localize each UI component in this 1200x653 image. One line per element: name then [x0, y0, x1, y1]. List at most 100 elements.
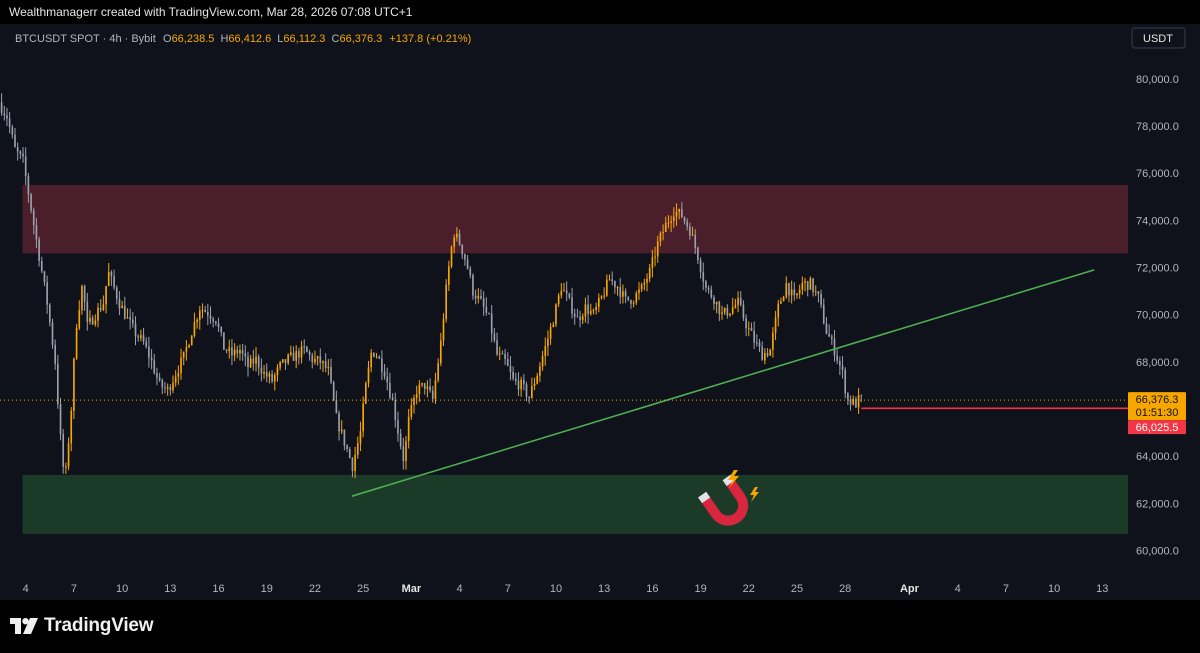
candle-body — [814, 291, 817, 293]
candle-body — [32, 210, 35, 226]
candle-body — [11, 127, 14, 135]
x-tick-label: 16 — [646, 583, 658, 595]
candle-body — [356, 443, 359, 455]
candle-body — [255, 356, 257, 364]
candle-body — [225, 349, 228, 352]
candle-body — [303, 346, 306, 348]
candle-body — [691, 234, 694, 236]
candle-body — [204, 310, 206, 312]
spark-icon — [728, 470, 759, 502]
candle-body — [217, 323, 220, 328]
candle-body — [43, 271, 46, 283]
candle-body — [533, 383, 536, 386]
candle-body — [322, 361, 324, 363]
level-value: 66,025.5 — [1136, 422, 1179, 434]
y-tick-label: 76,000.0 — [1136, 168, 1179, 180]
candle-body — [375, 356, 378, 358]
candle-body — [247, 356, 249, 368]
resistance-zone — [22, 184, 1128, 254]
candle-body — [793, 289, 796, 296]
candle-body — [126, 317, 129, 319]
candle-body — [766, 352, 769, 356]
candle-body — [94, 320, 97, 325]
candle-body — [35, 225, 38, 240]
candle-body — [785, 283, 788, 297]
candle-body — [726, 307, 729, 316]
y-tick-label: 80,000.0 — [1136, 74, 1179, 86]
x-tick-label: 7 — [505, 583, 511, 595]
candle-body — [386, 376, 389, 383]
currency-label: USDT — [1143, 33, 1173, 45]
candle-body — [488, 312, 490, 314]
candle-body — [78, 310, 81, 328]
candle-body — [619, 287, 622, 297]
currency-button[interactable] — [1131, 27, 1186, 49]
candle-body — [737, 297, 739, 306]
candle-body — [745, 318, 747, 329]
candle-body — [91, 317, 94, 325]
y-tick-label: 78,000.0 — [1136, 121, 1179, 133]
candle-body — [298, 351, 300, 358]
candle-body — [166, 387, 169, 389]
bar-countdown: 01:51:30 — [1136, 407, 1179, 419]
candle-body — [774, 317, 777, 333]
candle-body — [539, 366, 541, 376]
footer: TradingView — [0, 600, 1200, 653]
candle-body — [522, 379, 525, 385]
candle-body — [654, 256, 656, 258]
x-tick-label: 16 — [212, 583, 224, 595]
candle-body — [51, 322, 54, 345]
candle-body — [40, 260, 43, 272]
tradingview-logo[interactable]: TradingView — [10, 615, 154, 637]
candle-body — [512, 371, 514, 379]
candle-body — [343, 429, 346, 446]
candle-body — [268, 373, 271, 377]
candle-body — [306, 346, 308, 353]
candle-body — [710, 289, 713, 298]
candle-body — [123, 305, 126, 319]
candle-body — [276, 367, 279, 375]
candle-body — [782, 296, 785, 302]
price-axis[interactable]: 80,000.0 78,000.0 76,000.0 74,000.0 72,000.0… — [1136, 74, 1179, 558]
candle-body — [549, 327, 552, 339]
candle-body — [233, 349, 236, 356]
candle-body — [860, 395, 863, 397]
candle-body — [568, 293, 571, 298]
candle-body — [563, 290, 565, 292]
y-tick-label: 62,000.0 — [1136, 498, 1179, 510]
candle-body — [780, 301, 782, 304]
candle-body — [648, 268, 651, 279]
price-chart[interactable]: BTCUSDT SPOT · 4h · Bybit O66,238.5 H66,… — [0, 24, 1200, 600]
candle-body — [472, 275, 474, 296]
y-tick-label: 68,000.0 — [1136, 357, 1179, 369]
candle-body — [145, 341, 148, 347]
candle-body — [622, 291, 624, 297]
candle-body — [667, 222, 670, 224]
time-axis[interactable]: 4 7 10 13 16 19 22 25 Mar 4 7 10 13 16 19 22 25 28 Apr 4 7 10… — [23, 583, 1109, 595]
candle-body — [839, 360, 841, 366]
candle-body — [153, 360, 156, 374]
candle-body — [747, 327, 750, 329]
candle-body — [3, 113, 6, 116]
candle-body — [413, 397, 415, 405]
candle-body — [670, 221, 672, 223]
candle-body — [402, 446, 405, 461]
candle-body — [161, 380, 164, 388]
candle-body — [348, 449, 351, 458]
candle-body — [295, 351, 298, 361]
candle-body — [841, 365, 844, 370]
candle-body — [490, 313, 493, 334]
x-tick-label: 13 — [598, 583, 610, 595]
chart-area[interactable]: BTCUSDT SPOT · 4h · Bybit O66,238.5 H66,… — [0, 24, 1200, 600]
candle-body — [364, 383, 367, 404]
candle-body — [252, 358, 255, 364]
candle-body — [611, 279, 614, 282]
candle-body — [614, 281, 616, 288]
candle-body — [421, 383, 423, 385]
candle-body — [190, 335, 193, 346]
candle-body — [330, 366, 332, 383]
overlays-layer — [0, 269, 1128, 497]
candle-body — [806, 281, 809, 290]
brand-name: TradingView — [44, 615, 154, 636]
candle-body — [729, 313, 731, 316]
